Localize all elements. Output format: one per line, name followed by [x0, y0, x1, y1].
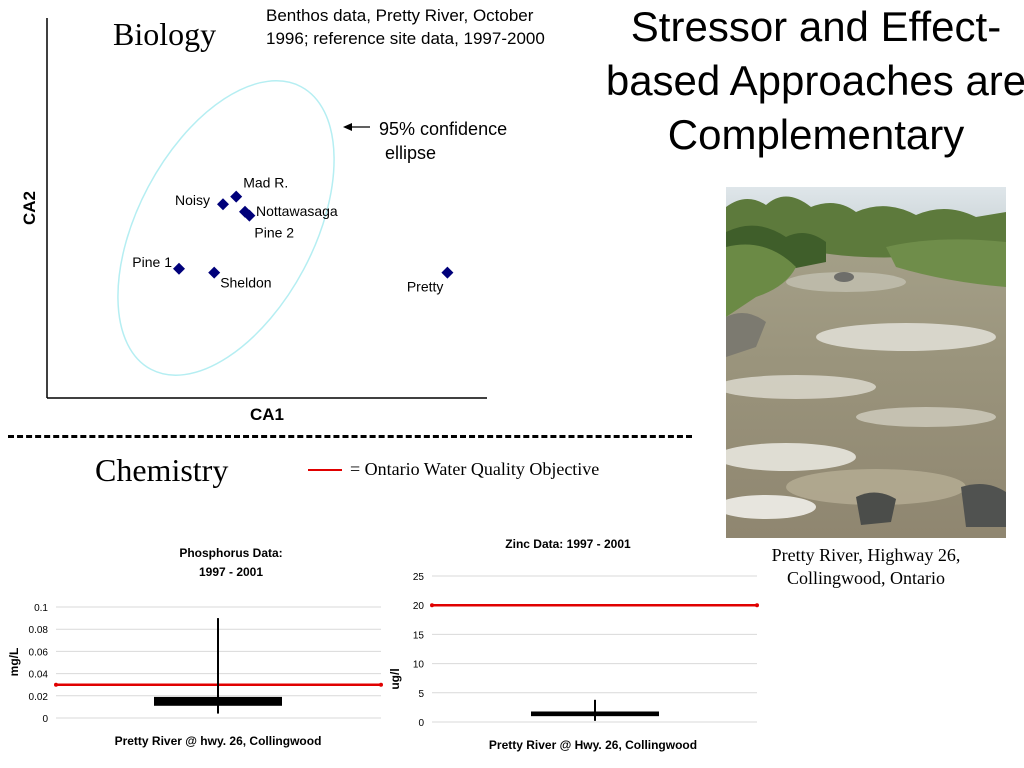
zinc-chart: Zinc Data: 1997 - 2001 0 5 10 15 20 25 ug/l P…	[388, 537, 759, 752]
scatter-label-pine-2: Pine 2	[254, 225, 294, 241]
scatter-axes	[46, 18, 487, 399]
objective-legend: = Ontario Water Quality Objective	[308, 459, 599, 480]
ca1-axis-label: CA1	[250, 405, 284, 424]
zinc-y-label: ug/l	[388, 668, 402, 689]
zinc-range-bar	[531, 711, 659, 717]
zinc-y-tick-label: 15	[413, 630, 425, 641]
ca2-axis-label: CA2	[20, 191, 39, 225]
ellipse-annotation-arrow	[343, 123, 370, 131]
zinc-y-tick-label: 25	[413, 572, 425, 583]
phosphorus-objective-end	[379, 682, 383, 687]
phosphorus-y-tick-label: 0.02	[29, 692, 49, 703]
scatter-label-sheldon: Sheldon	[220, 275, 271, 291]
zinc-y-tick-label: 10	[413, 660, 425, 671]
phosphorus-y-tick-label: 0	[42, 714, 48, 725]
ellipse-annotation-line-1: 95% confidence	[379, 119, 507, 139]
slide-title: Stressor and Effect-based Approaches are…	[605, 3, 1024, 158]
zinc-y-tick-label: 20	[413, 601, 425, 612]
phosphorus-y-tick-label: 0.08	[29, 625, 49, 636]
scatter-label-nottawasaga: Nottawasaga	[256, 203, 338, 219]
section-divider	[8, 435, 692, 438]
scatter-point-pine-2	[243, 209, 256, 222]
chemistry-section-label: Chemistry	[95, 452, 229, 488]
scatter-point-pretty	[441, 266, 454, 279]
phosphorus-title-line-1: Phosphorus Data:	[179, 546, 282, 560]
objective-legend-text: = Ontario Water Quality Objective	[350, 459, 600, 479]
ca-ordination-chart: 95% confidence ellipse Mad R. Noisy Nottaw…	[20, 18, 507, 424]
zinc-objective-start	[430, 603, 434, 608]
river-photo	[726, 187, 1006, 538]
scatter-point-pine-1	[173, 262, 185, 275]
phosphorus-y-tick-label: 0.1	[34, 603, 48, 614]
scatter-point-noisy	[217, 198, 229, 211]
phosphorus-x-label: Pretty River @ hwy. 26, Collingwood	[115, 734, 322, 748]
zinc-y-tick-label: 0	[418, 718, 424, 729]
phosphorus-title-line-2: 1997 - 2001	[199, 565, 263, 579]
ellipse-annotation-line-2: ellipse	[385, 143, 436, 163]
zinc-y-tick-label: 5	[418, 689, 424, 700]
confidence-ellipse	[117, 80, 335, 376]
zinc-x-label: Pretty River @ Hwy. 26, Collingwood	[489, 738, 697, 752]
scatter-label-pine-1: Pine 1	[132, 254, 172, 270]
scatter-label-noisy: Noisy	[175, 192, 210, 208]
objective-legend-line	[308, 468, 342, 471]
phosphorus-y-tick-label: 0.06	[29, 647, 49, 658]
biology-section-label: Biology	[113, 16, 217, 52]
phosphorus-chart: Phosphorus Data: 1997 - 2001 0 0.02 0.04 0.…	[7, 546, 383, 748]
phosphorus-range-bar	[154, 696, 282, 706]
phosphorus-y-tick-label: 0.04	[29, 670, 49, 681]
scatter-label-mad-r: Mad R.	[243, 175, 288, 191]
phosphorus-objective-start	[54, 682, 58, 687]
zinc-objective-end	[755, 603, 759, 608]
photo-caption: Pretty River, Highway 26, Collingwood, O…	[771, 545, 961, 588]
benthos-data-note: Benthos data, Pretty River, October 1996…	[266, 6, 545, 48]
zinc-title: Zinc Data: 1997 - 2001	[505, 537, 631, 551]
scatter-label-pretty: Pretty	[407, 279, 444, 295]
phosphorus-y-label: mg/L	[7, 648, 21, 677]
scatter-point-mad-r	[230, 190, 243, 203]
scatter-point-sheldon	[208, 266, 221, 279]
